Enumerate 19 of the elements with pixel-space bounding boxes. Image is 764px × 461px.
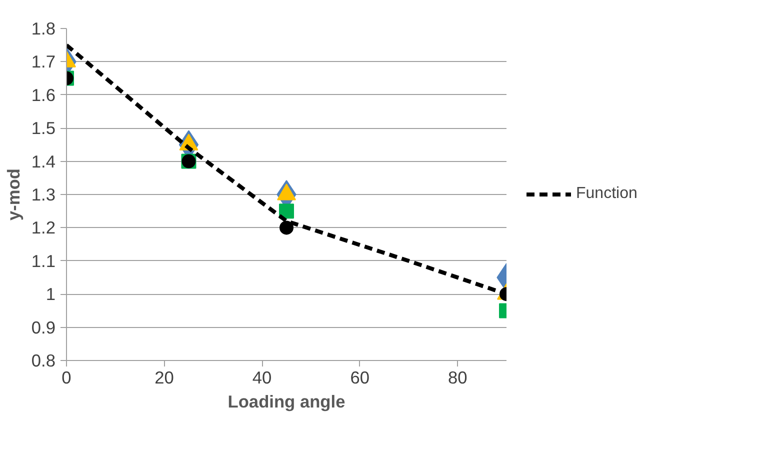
y-tick-label: 1.6 (31, 84, 56, 105)
y-tick-label: 0.8 (31, 350, 56, 370)
x-tick-label: 20 (154, 368, 174, 388)
y-tick-label: 0.9 (31, 317, 56, 338)
x-tick-label: 40 (252, 368, 272, 388)
x-tick-label: 60 (350, 368, 370, 388)
y-tick-label: 1.1 (31, 250, 56, 271)
x-tick-label: 80 (448, 368, 468, 388)
y-tick-label: 1 (46, 284, 56, 304)
y-tick-label: 1.7 (31, 52, 56, 72)
y-axis-title: y-mod (3, 168, 24, 220)
x-tick-label: 0 (62, 368, 72, 388)
legend-label: Function (576, 185, 638, 203)
y-tick-label: 1.5 (31, 118, 56, 138)
y-tick-label: 1.8 (31, 18, 56, 38)
y-tick-label: 1.3 (31, 184, 56, 204)
y-tick-label: 1.2 (31, 218, 56, 238)
x-axis-title: Loading angle (228, 392, 346, 412)
y-tick-label: 1.4 (31, 151, 56, 172)
